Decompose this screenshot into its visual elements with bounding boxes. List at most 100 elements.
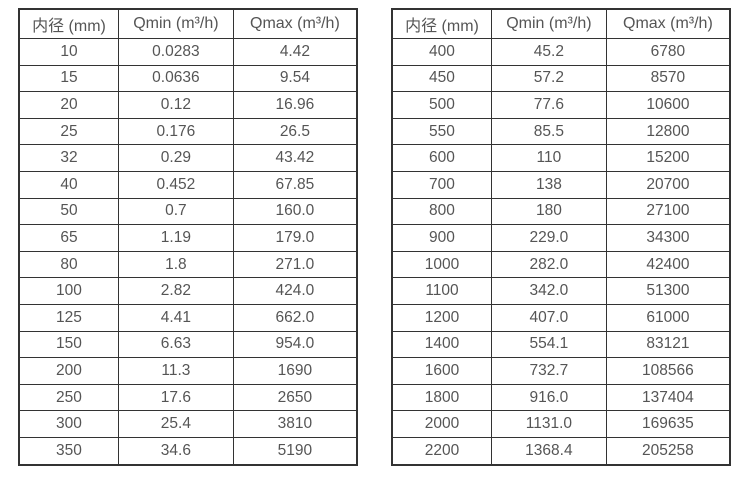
table-row: 25 0.176 26.5 (18, 117, 358, 146)
table-row: 1100 342.0 51300 (391, 277, 731, 305)
table-cell: 20700 (605, 170, 731, 199)
table-cell: 67.85 (232, 170, 358, 199)
table-cell: 0.12 (117, 91, 234, 119)
table-cell: 179.0 (232, 224, 358, 252)
table-cell: 4.42 (232, 38, 358, 66)
table-cell: 45.2 (490, 38, 607, 66)
table-cell: 2.82 (117, 277, 234, 305)
table-cell: 3810 (232, 410, 358, 438)
table-row: 1800 916.0 137404 (391, 383, 731, 412)
table-row: 450 57.2 8570 (391, 64, 731, 93)
table-cell: 600 (391, 144, 492, 172)
table-row: 700 138 20700 (391, 170, 731, 199)
table-cell: 1.8 (117, 250, 234, 279)
table-cell: 8570 (605, 64, 731, 93)
table-cell: 25 (18, 117, 119, 146)
table-cell: 42400 (605, 250, 731, 279)
table-cell: 1600 (391, 357, 492, 385)
table-cell: 51300 (605, 277, 731, 305)
table-cell: 2200 (391, 436, 492, 466)
header-row: 内径 (mm) Qmin (m³/h) Qmax (m³/h) (391, 8, 731, 39)
table-row: 15 0.0636 9.54 (18, 64, 358, 93)
table-row: 500 77.6 10600 (391, 91, 731, 119)
table-cell: 554.1 (490, 330, 607, 359)
column-header: Qmax (m³/h) (232, 8, 358, 39)
table-cell: 57.2 (490, 64, 607, 93)
table-row: 10 0.0283 4.42 (18, 38, 358, 66)
table-cell: 271.0 (232, 250, 358, 279)
table-cell: 25.4 (117, 410, 234, 438)
table-row: 2200 1368.4 205258 (391, 436, 731, 466)
table-row: 65 1.19 179.0 (18, 224, 358, 252)
table-cell: 138 (490, 170, 607, 199)
table-cell: 342.0 (490, 277, 607, 305)
table-cell: 40 (18, 170, 119, 199)
table-cell: 5190 (232, 436, 358, 466)
table-row: 1400 554.1 83121 (391, 330, 731, 359)
table-row: 600 110 15200 (391, 144, 731, 172)
table-cell: 205258 (605, 436, 731, 466)
table-row: 300 25.4 3810 (18, 410, 358, 438)
table-cell: 83121 (605, 330, 731, 359)
table-row: 200 11.3 1690 (18, 357, 358, 385)
table-row: 100 2.82 424.0 (18, 277, 358, 305)
table-cell: 32 (18, 144, 119, 172)
table-row: 50 0.7 160.0 (18, 197, 358, 226)
table-cell: 0.7 (117, 197, 234, 226)
table-cell: 160.0 (232, 197, 358, 226)
table-cell: 732.7 (490, 357, 607, 385)
table-row: 150 6.63 954.0 (18, 330, 358, 359)
table-cell: 407.0 (490, 303, 607, 332)
table-cell: 1.19 (117, 224, 234, 252)
column-header: 内径 (mm) (18, 8, 119, 39)
flow-table-small-diameter: 内径 (mm) Qmin (m³/h) Qmax (m³/h) 10 0.0283 4.4… (18, 8, 358, 466)
table-cell: 27100 (605, 197, 731, 226)
table-cell: 500 (391, 91, 492, 119)
flow-table-large-diameter: 内径 (mm) Qmin (m³/h) Qmax (m³/h) 400 45.2 6780… (391, 8, 731, 466)
column-header: Qmax (m³/h) (605, 8, 731, 39)
table-cell: 16.96 (232, 91, 358, 119)
table-cell: 10600 (605, 91, 731, 119)
table-row: 800 180 27100 (391, 197, 731, 226)
table-cell: 34300 (605, 224, 731, 252)
table-cell: 17.6 (117, 383, 234, 412)
table-cell: 450 (391, 64, 492, 93)
table-row: 1600 732.7 108566 (391, 357, 731, 385)
table-cell: 110 (490, 144, 607, 172)
table-cell: 1100 (391, 277, 492, 305)
table-cell: 424.0 (232, 277, 358, 305)
table-cell: 350 (18, 436, 119, 466)
table-cell: 0.29 (117, 144, 234, 172)
table-cell: 9.54 (232, 64, 358, 93)
table-cell: 1000 (391, 250, 492, 279)
table-cell: 0.176 (117, 117, 234, 146)
table-row: 1000 282.0 42400 (391, 250, 731, 279)
table-row: 125 4.41 662.0 (18, 303, 358, 332)
table-cell: 0.452 (117, 170, 234, 199)
table-cell: 20 (18, 91, 119, 119)
table-cell: 77.6 (490, 91, 607, 119)
table-row: 1200 407.0 61000 (391, 303, 731, 332)
table-cell: 954.0 (232, 330, 358, 359)
table-cell: 550 (391, 117, 492, 146)
table-cell: 34.6 (117, 436, 234, 466)
flow-rate-tables: 内径 (mm) Qmin (m³/h) Qmax (m³/h) 10 0.0283 4.4… (18, 8, 731, 466)
table-cell: 250 (18, 383, 119, 412)
table-cell: 1200 (391, 303, 492, 332)
table-cell: 1800 (391, 383, 492, 412)
column-header: 内径 (mm) (391, 8, 492, 39)
table-cell: 12800 (605, 117, 731, 146)
column-header: Qmin (m³/h) (490, 8, 607, 39)
table-row: 40 0.452 67.85 (18, 170, 358, 199)
column-header: Qmin (m³/h) (117, 8, 234, 39)
table-cell: 11.3 (117, 357, 234, 385)
table-cell: 229.0 (490, 224, 607, 252)
table-row: 2000 1131.0 169635 (391, 410, 731, 438)
table-cell: 180 (490, 197, 607, 226)
table-cell: 150 (18, 330, 119, 359)
table-cell: 1131.0 (490, 410, 607, 438)
header-row: 内径 (mm) Qmin (m³/h) Qmax (m³/h) (18, 8, 358, 39)
table-cell: 137404 (605, 383, 731, 412)
table-cell: 15200 (605, 144, 731, 172)
table-row: 250 17.6 2650 (18, 383, 358, 412)
